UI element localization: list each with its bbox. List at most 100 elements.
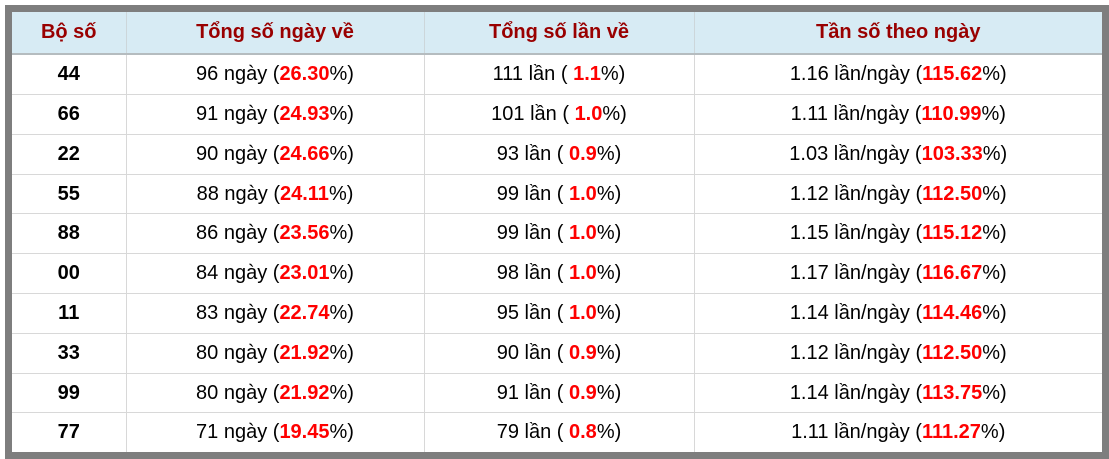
total-times-cell: 95 lần ( 1.0%) <box>424 293 695 334</box>
freq-text-close: %) <box>981 102 1006 125</box>
times-text-close: %) <box>596 142 622 165</box>
freq-percent-value: 112.50 <box>922 182 983 205</box>
pair-value: 11 <box>12 293 127 334</box>
total-days-cell: 84 ngày (23.01%) <box>126 253 425 295</box>
days-percent-value: 21.92 <box>279 341 330 364</box>
total-days-cell: 80 ngày (21.92%) <box>126 373 425 414</box>
days-percent-value: 26.30 <box>279 63 330 86</box>
days-text-close: %) <box>328 182 354 205</box>
total-days-cell: 91 ngày (24.93%) <box>126 94 425 135</box>
freq-text: 1.12 lần/ngày ( <box>789 341 923 364</box>
lottery-stats-table: Bộ số Tổng số ngày về Tổng số lần về Tần… <box>12 12 1102 452</box>
table-row: 88 86 ngày (23.56%) 99 lần ( 1.0%) 1.15 … <box>12 213 1102 255</box>
total-days-cell: 90 ngày (24.66%) <box>126 134 425 175</box>
total-days-cell: 71 ngày (19.45%) <box>126 412 425 452</box>
freq-text-close: %) <box>982 182 1007 205</box>
days-percent-value: 19.45 <box>279 421 330 444</box>
freq-percent-value: 116.67 <box>922 262 983 285</box>
times-percent-value: 0.9 <box>569 341 597 364</box>
pair-value: 44 <box>12 54 127 96</box>
total-times-cell: 98 lần ( 1.0%) <box>424 253 695 295</box>
days-percent-value: 22.74 <box>279 301 330 324</box>
days-text: 80 ngày ( <box>196 381 280 404</box>
freq-percent-value: 111.27 <box>921 421 981 444</box>
days-percent-value: 24.11 <box>279 182 329 205</box>
days-percent-value: 23.56 <box>279 222 330 245</box>
stats-table-frame: Bộ số Tổng số ngày về Tổng số lần về Tần… <box>5 5 1109 459</box>
times-text-close: %) <box>596 301 622 324</box>
daily-frequency-cell: 1.12 lần/ngày (112.50%) <box>694 333 1102 374</box>
times-text: 111 lần ( <box>492 63 574 86</box>
table-row: 00 84 ngày (23.01%) 98 lần ( 1.0%) 1.17 … <box>12 253 1102 295</box>
freq-text: 1.03 lần/ngày ( <box>789 142 922 165</box>
days-text: 84 ngày ( <box>196 262 280 285</box>
times-percent-value: 0.9 <box>569 381 597 404</box>
times-text-close: %) <box>596 421 622 444</box>
daily-frequency-cell: 1.12 lần/ngày (112.50%) <box>694 174 1102 215</box>
times-text: 99 lần ( <box>496 222 569 245</box>
daily-frequency-cell: 1.03 lần/ngày (103.33%) <box>694 134 1102 175</box>
daily-frequency-cell: 1.11 lần/ngày (110.99%) <box>694 94 1102 135</box>
freq-text: 1.14 lần/ngày ( <box>789 301 923 324</box>
daily-frequency-cell: 1.11 lần/ngày (111.27%) <box>694 413 1102 452</box>
pair-value: 66 <box>12 94 127 135</box>
total-days-cell: 88 ngày (24.11%) <box>126 174 425 215</box>
times-text: 90 lần ( <box>496 341 569 364</box>
freq-percent-value: 114.46 <box>922 301 983 324</box>
times-text-close: %) <box>596 341 622 364</box>
pair-value: 33 <box>12 333 127 374</box>
table-row: 11 83 ngày (22.74%) 95 lần ( 1.0%) 1.14 … <box>12 293 1102 334</box>
days-text-close: %) <box>329 301 354 324</box>
freq-percent-value: 112.50 <box>922 341 983 364</box>
freq-text: 1.16 lần/ngày ( <box>789 63 923 86</box>
freq-text: 1.14 lần/ngày ( <box>789 381 923 404</box>
freq-text-close: %) <box>982 301 1007 324</box>
times-text: 99 lần ( <box>496 182 569 205</box>
table-row: 33 80 ngày (21.92%) 90 lần ( 0.9%) 1.12 … <box>12 333 1102 374</box>
column-header-pair: Bộ số <box>12 12 127 55</box>
days-text-close: %) <box>329 142 354 165</box>
times-text: 98 lần ( <box>496 262 569 285</box>
freq-text: 1.17 lần/ngày ( <box>789 262 923 285</box>
days-text: 88 ngày ( <box>196 182 280 205</box>
times-percent-value: 0.9 <box>569 142 597 165</box>
pair-value: 99 <box>12 373 127 414</box>
days-text: 71 ngày ( <box>196 421 280 444</box>
days-text-close: %) <box>329 381 354 404</box>
freq-text-close: %) <box>980 421 1006 444</box>
times-text: 79 lần ( <box>496 421 569 444</box>
total-times-cell: 99 lần ( 1.0%) <box>424 174 695 215</box>
times-text: 95 lần ( <box>496 301 569 324</box>
freq-text: 1.11 lần/ngày ( <box>791 421 922 444</box>
days-text: 83 ngày ( <box>196 301 280 324</box>
freq-percent-value: 110.99 <box>921 102 982 125</box>
times-text-close: %) <box>596 262 622 285</box>
times-percent-value: 1.0 <box>569 222 597 245</box>
freq-text: 1.12 lần/ngày ( <box>789 182 923 205</box>
times-text: 93 lần ( <box>496 142 569 165</box>
daily-frequency-cell: 1.17 lần/ngày (116.67%) <box>694 253 1102 295</box>
total-times-cell: 99 lần ( 1.0%) <box>424 213 695 255</box>
times-text-close: %) <box>596 381 622 404</box>
total-times-cell: 111 lần ( 1.1%) <box>424 54 695 96</box>
column-header-daily-frequency: Tần số theo ngày <box>694 12 1102 55</box>
freq-text-close: %) <box>982 222 1007 245</box>
freq-text: 1.15 lần/ngày ( <box>789 222 923 245</box>
days-text: 91 ngày ( <box>196 102 280 125</box>
days-text: 80 ngày ( <box>196 341 280 364</box>
freq-text: 1.11 lần/ngày ( <box>790 102 922 125</box>
days-text: 86 ngày ( <box>196 222 280 245</box>
column-header-total-times: Tổng số lần về <box>424 12 695 55</box>
freq-text-close: %) <box>982 262 1007 285</box>
days-text-close: %) <box>329 262 354 285</box>
total-days-cell: 86 ngày (23.56%) <box>126 213 425 255</box>
times-percent-value: 0.8 <box>569 421 597 444</box>
total-days-cell: 83 ngày (22.74%) <box>126 293 425 334</box>
days-text-close: %) <box>329 102 354 125</box>
header-row: Bộ số Tổng số ngày về Tổng số lần về Tần… <box>12 12 1102 55</box>
total-times-cell: 79 lần ( 0.8%) <box>424 412 695 452</box>
freq-text-close: %) <box>982 63 1007 86</box>
pair-value: 77 <box>12 412 127 452</box>
times-percent-value: 1.0 <box>569 262 597 285</box>
times-text-close: %) <box>600 63 626 86</box>
